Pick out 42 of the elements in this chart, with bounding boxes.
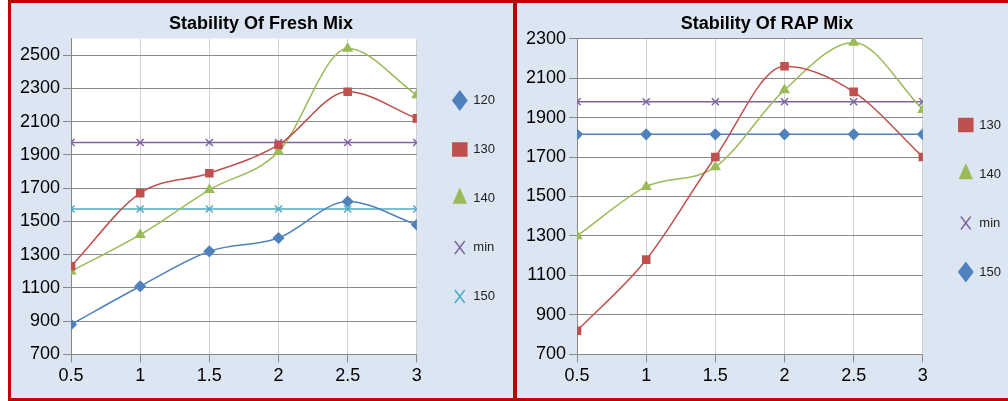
y-tick-label: 2100 [526, 67, 567, 88]
x-tick-label: 3 [411, 365, 422, 386]
x-tick-label: 2.5 [841, 365, 867, 386]
x-tick-label: 2 [273, 365, 284, 386]
x-tick-label: 0.5 [564, 365, 590, 386]
y-tick-label: 2300 [526, 27, 567, 48]
y-tick-label: 1500 [526, 185, 567, 206]
y-tick-label: 1300 [20, 243, 61, 264]
legend-label: min [473, 239, 495, 255]
x-tick-label: 0.5 [58, 365, 84, 386]
legend-label: 150 [979, 263, 1002, 279]
y-tick-label: 1900 [20, 143, 61, 164]
x-tick-label: 1 [641, 365, 652, 386]
y-tick-label: 1900 [526, 106, 567, 127]
y-tick-label: 1500 [20, 210, 61, 231]
x-tick-label: 3 [917, 365, 928, 386]
x-tick-label: 1 [135, 365, 146, 386]
chart-title: Stability Of Fresh Mix [168, 12, 354, 33]
chart-title: Stability Of RAP Mix [680, 12, 854, 33]
legend-label: 140 [979, 165, 1002, 181]
y-tick-label: 900 [536, 303, 567, 324]
x-tick-label: 2 [779, 365, 790, 386]
y-tick-label: 2300 [20, 77, 61, 98]
y-tick-label: 700 [536, 343, 567, 364]
legend-label: 120 [473, 92, 496, 108]
legend-label: 140 [473, 190, 496, 206]
legend-label: 130 [473, 141, 496, 157]
y-tick-label: 2100 [20, 110, 61, 131]
y-tick-label: 1700 [20, 177, 61, 198]
y-tick-label: 900 [30, 310, 61, 331]
legend-label: 130 [979, 116, 1002, 132]
y-tick-label: 1100 [21, 276, 61, 297]
y-tick-label: 700 [30, 343, 61, 364]
y-tick-label: 1700 [526, 145, 567, 166]
x-tick-label: 2.5 [335, 365, 361, 386]
y-tick-label: 1300 [526, 224, 567, 245]
x-tick-label: 1.5 [196, 365, 222, 386]
legend-label: min [979, 214, 1001, 230]
legend-label: 150 [473, 288, 496, 304]
y-tick-label: 1100 [527, 264, 567, 285]
x-tick-label: 1.5 [702, 365, 728, 386]
y-tick-label: 2500 [20, 44, 61, 65]
